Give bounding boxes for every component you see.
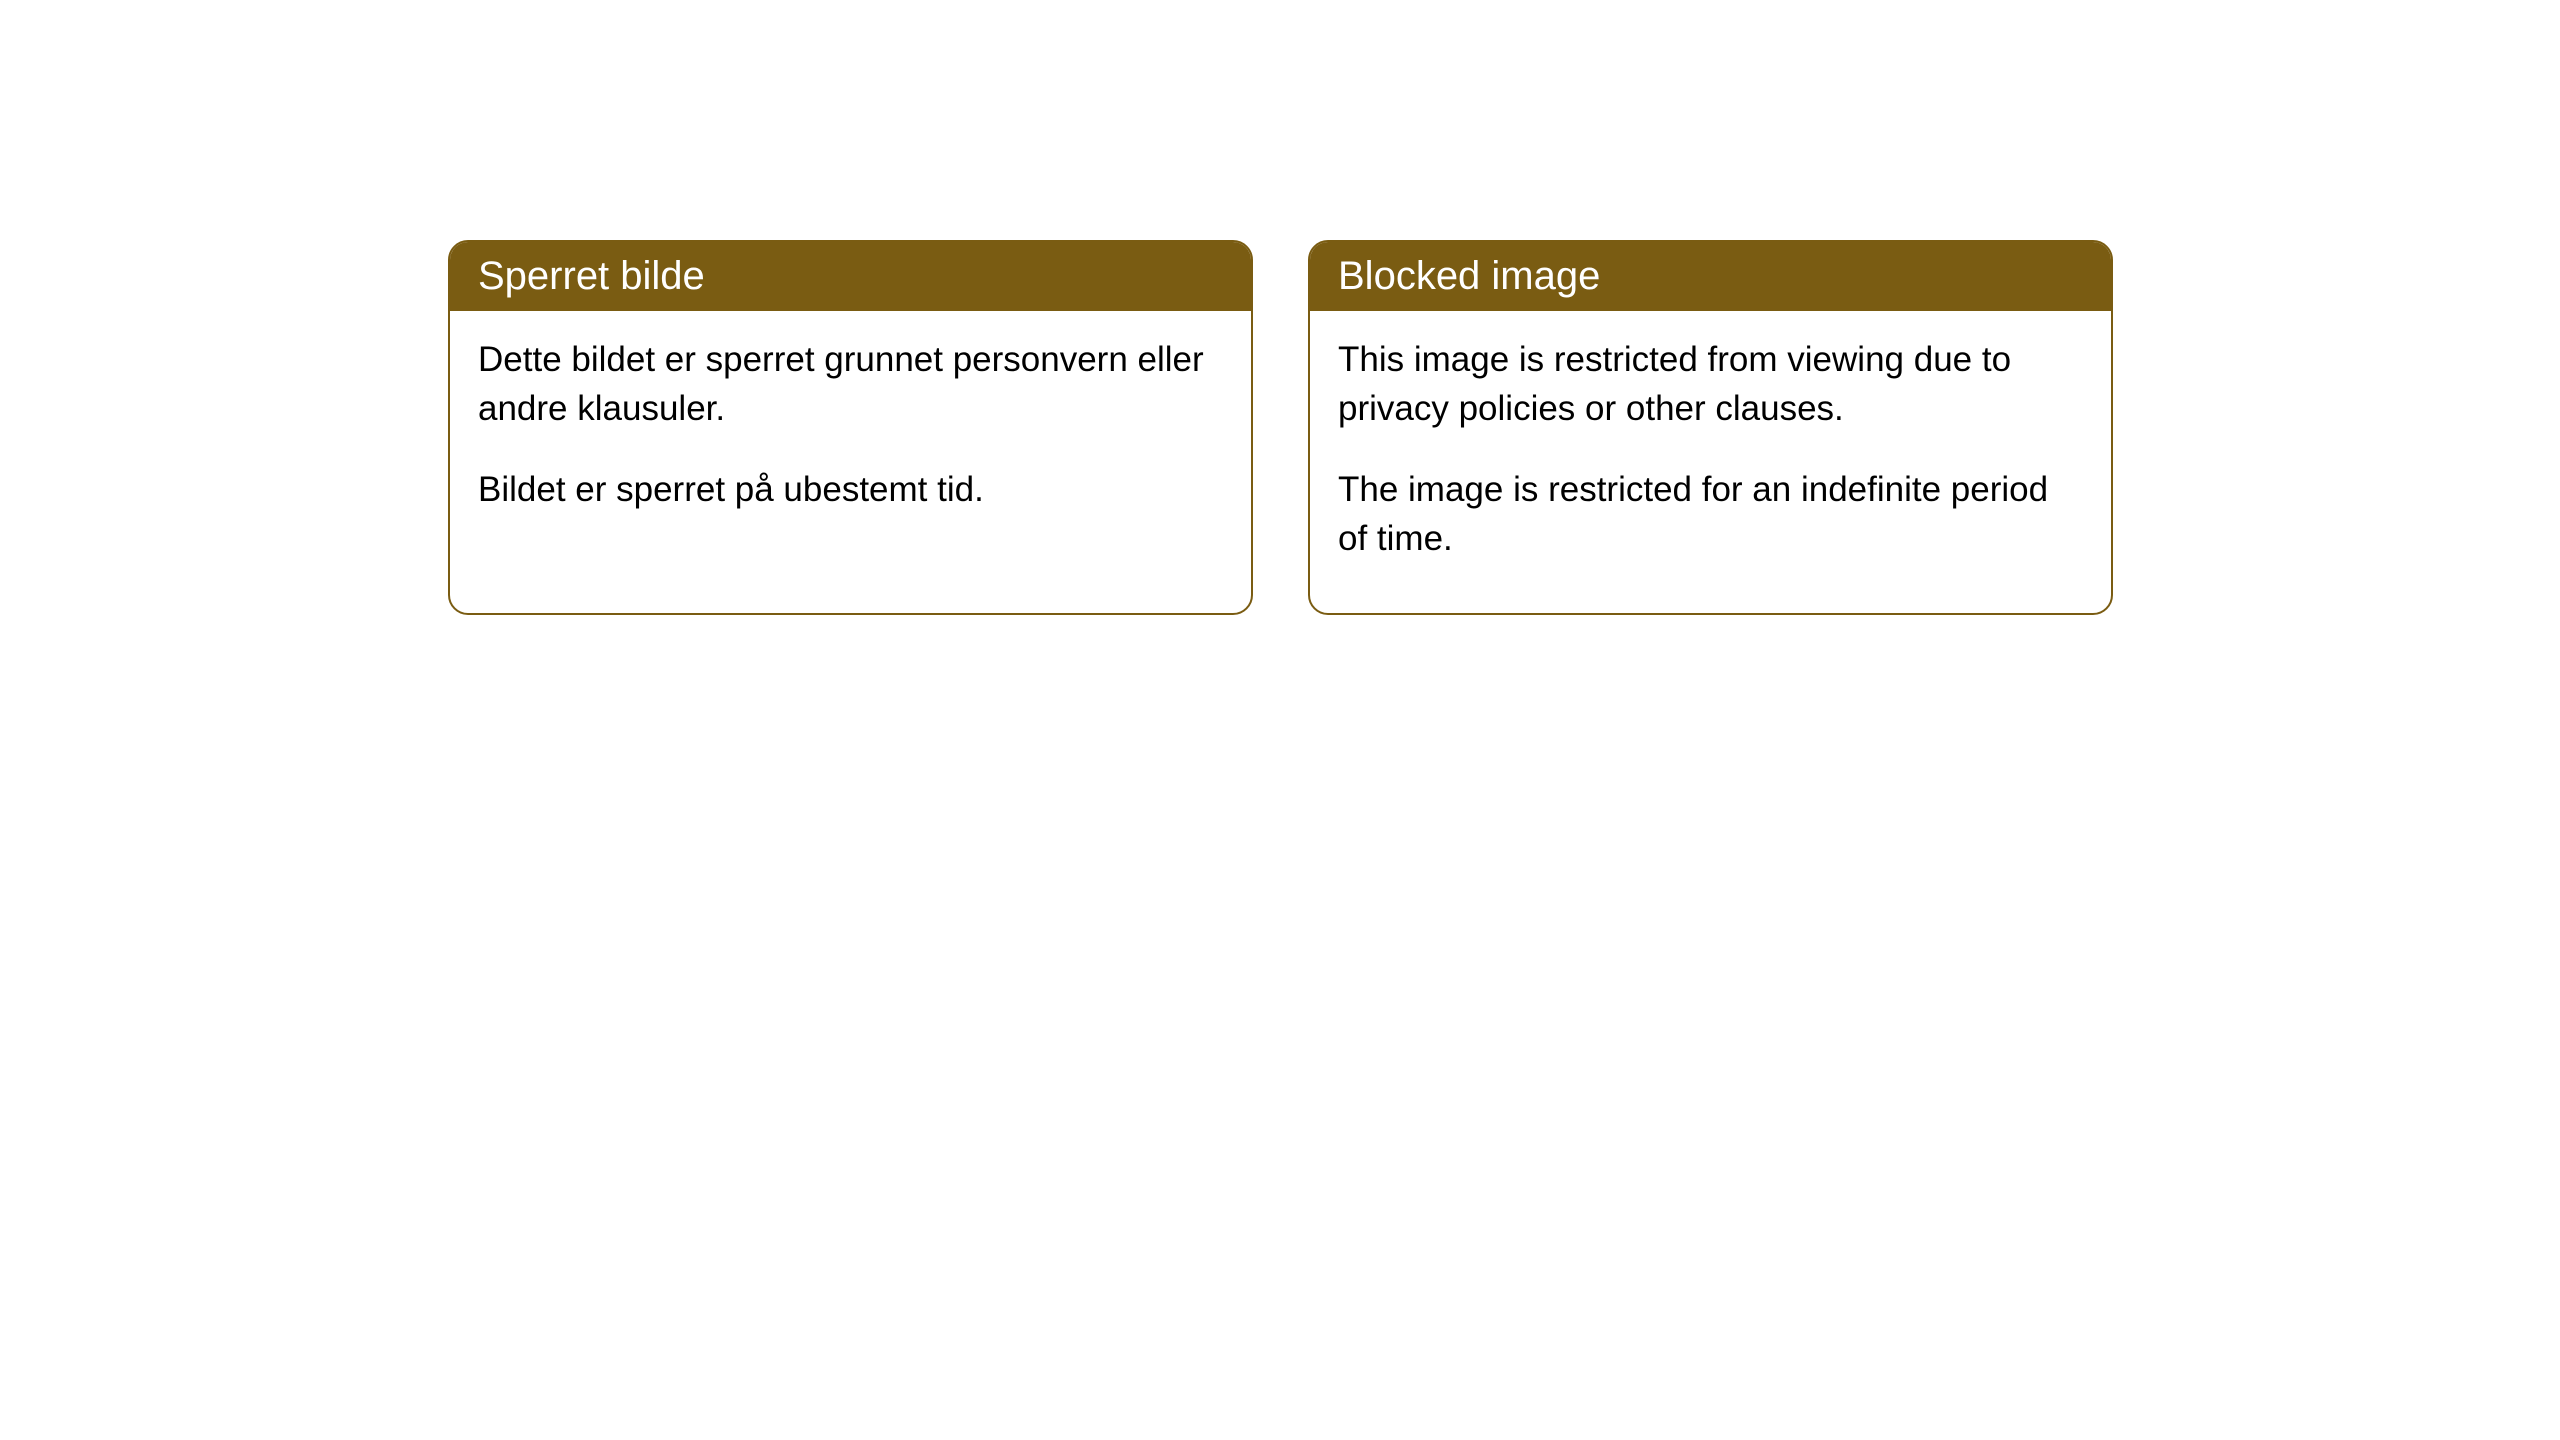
card-paragraph-1: Dette bildet er sperret grunnet personve… <box>478 335 1223 433</box>
blocked-image-card-norwegian: Sperret bilde Dette bildet er sperret gr… <box>448 240 1253 615</box>
card-body-english: This image is restricted from viewing du… <box>1310 311 2111 613</box>
card-paragraph-2: Bildet er sperret på ubestemt tid. <box>478 465 1223 514</box>
card-paragraph-2: The image is restricted for an indefinit… <box>1338 465 2083 563</box>
card-title: Blocked image <box>1338 254 1600 298</box>
blocked-image-card-english: Blocked image This image is restricted f… <box>1308 240 2113 615</box>
cards-container: Sperret bilde Dette bildet er sperret gr… <box>448 240 2113 615</box>
card-header-norwegian: Sperret bilde <box>450 242 1251 311</box>
card-header-english: Blocked image <box>1310 242 2111 311</box>
card-body-norwegian: Dette bildet er sperret grunnet personve… <box>450 311 1251 564</box>
card-paragraph-1: This image is restricted from viewing du… <box>1338 335 2083 433</box>
card-title: Sperret bilde <box>478 254 705 298</box>
